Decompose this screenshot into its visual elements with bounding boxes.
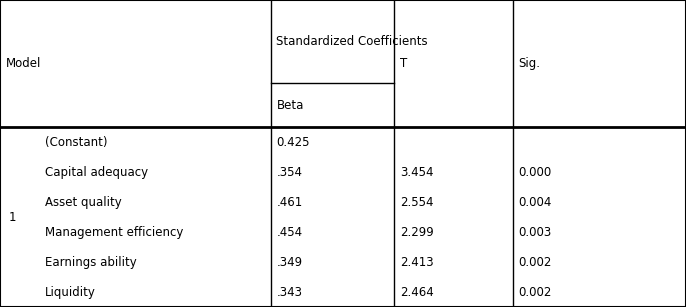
Text: .349: .349 xyxy=(276,256,303,269)
Text: 2.299: 2.299 xyxy=(400,226,434,239)
Text: 0.425: 0.425 xyxy=(276,136,310,149)
Text: .343: .343 xyxy=(276,286,303,298)
Text: Capital adequacy: Capital adequacy xyxy=(45,166,147,179)
Text: Sig.: Sig. xyxy=(519,57,541,70)
Text: Earnings ability: Earnings ability xyxy=(45,256,137,269)
Text: 0.002: 0.002 xyxy=(519,286,552,298)
Text: .461: .461 xyxy=(276,196,303,209)
Text: 0.000: 0.000 xyxy=(519,166,552,179)
Text: .454: .454 xyxy=(276,226,303,239)
Text: Model: Model xyxy=(5,57,41,70)
Text: 1: 1 xyxy=(9,211,16,224)
Text: Beta: Beta xyxy=(276,99,304,112)
Text: 2.413: 2.413 xyxy=(400,256,434,269)
Text: Liquidity: Liquidity xyxy=(45,286,95,298)
Text: T: T xyxy=(400,57,407,70)
Text: 2.554: 2.554 xyxy=(400,196,434,209)
Text: 0.004: 0.004 xyxy=(519,196,552,209)
Text: .354: .354 xyxy=(276,166,303,179)
Text: 3.454: 3.454 xyxy=(400,166,434,179)
Text: 0.002: 0.002 xyxy=(519,256,552,269)
Text: (Constant): (Constant) xyxy=(45,136,107,149)
Text: 0.003: 0.003 xyxy=(519,226,552,239)
Text: Management efficiency: Management efficiency xyxy=(45,226,183,239)
Text: Standardized Coefficients: Standardized Coefficients xyxy=(276,35,428,48)
Text: Asset quality: Asset quality xyxy=(45,196,121,209)
Text: 2.464: 2.464 xyxy=(400,286,434,298)
